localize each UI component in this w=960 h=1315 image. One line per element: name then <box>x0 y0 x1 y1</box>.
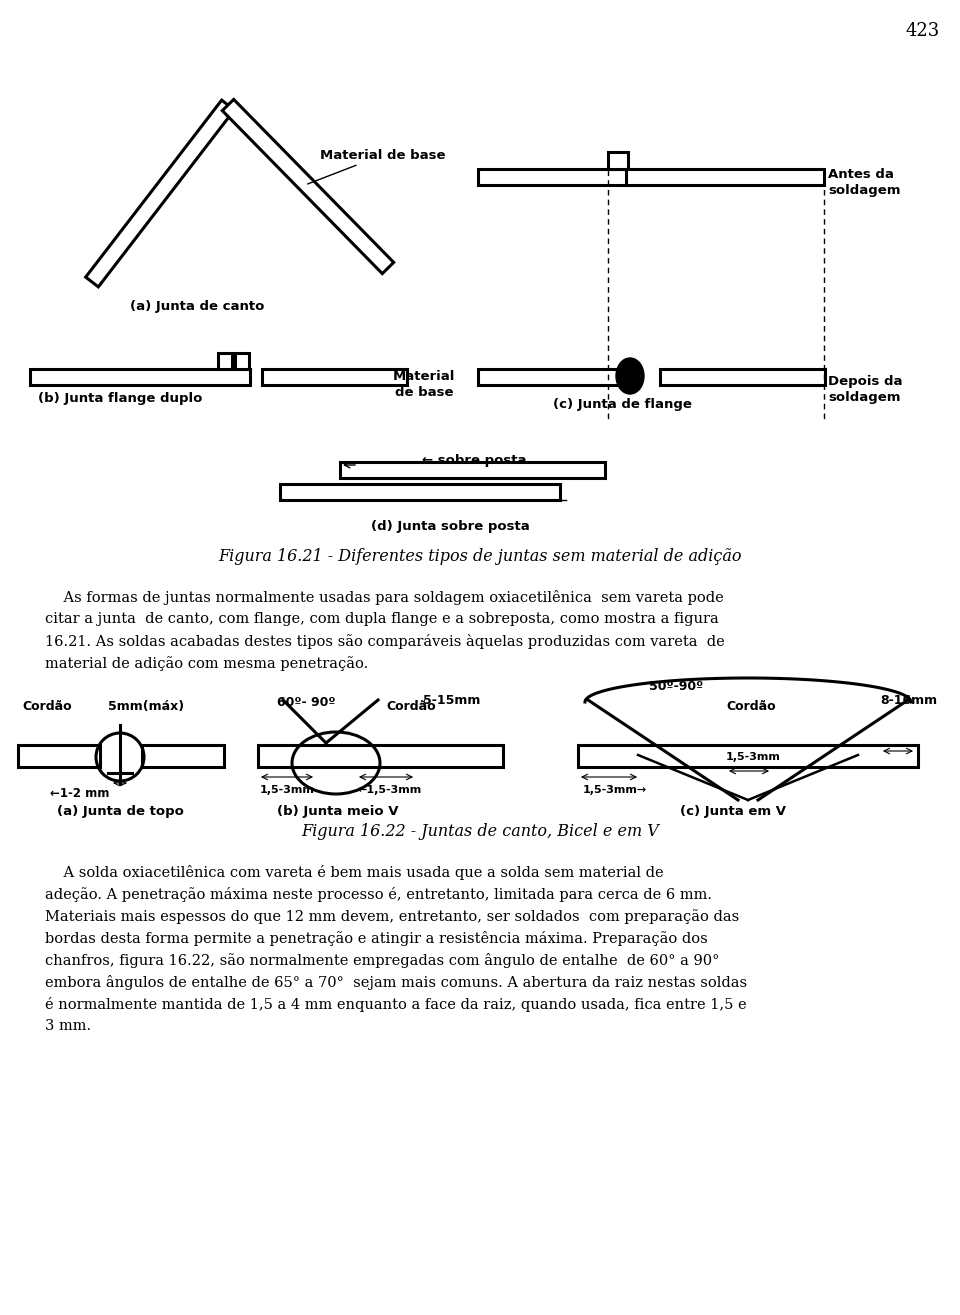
Text: bordas desta forma permite a penetração e atingir a resistência máxima. Preparaç: bordas desta forma permite a penetração … <box>45 931 708 945</box>
Text: (a) Junta de topo: (a) Junta de topo <box>57 805 183 818</box>
Text: As formas de juntas normalmente usadas para soldagem oxiacetilênica  sem vareta : As formas de juntas normalmente usadas p… <box>45 590 724 605</box>
Text: Antes da
soldagem: Antes da soldagem <box>828 168 900 197</box>
Text: (b) Junta meio V: (b) Junta meio V <box>277 805 398 818</box>
Text: ←1,5-3mm: ←1,5-3mm <box>358 785 422 796</box>
Text: ← sobre posta: ← sobre posta <box>422 454 526 467</box>
Text: Depois da
soldagem: Depois da soldagem <box>828 375 902 404</box>
Text: ←1-2 mm: ←1-2 mm <box>50 786 109 800</box>
Text: adeção. A penetração máxima neste processo é, entretanto, limitada para cerca de: adeção. A penetração máxima neste proces… <box>45 888 712 902</box>
Text: Material de base: Material de base <box>307 149 445 184</box>
Text: 5mm(máx): 5mm(máx) <box>108 700 184 713</box>
Text: 50º-90º: 50º-90º <box>649 680 703 693</box>
Text: Materiais mais espessos do que 12 mm devem, entretanto, ser soldados  com prepar: Materiais mais espessos do que 12 mm dev… <box>45 909 739 924</box>
Bar <box>262 370 407 385</box>
Text: Cordão: Cordão <box>726 700 776 713</box>
Bar <box>478 170 633 185</box>
Bar <box>626 170 824 185</box>
Text: material de adição com mesma penetração.: material de adição com mesma penetração. <box>45 656 369 671</box>
Text: chanfros, figura 16.22, são normalmente empregadas com ângulo de entalhe  de 60°: chanfros, figura 16.22, são normalmente … <box>45 953 719 968</box>
Text: 1,5-3mm: 1,5-3mm <box>260 785 315 796</box>
Bar <box>18 746 100 767</box>
Bar <box>340 462 605 477</box>
Text: (c) Junta de flange: (c) Junta de flange <box>553 398 691 412</box>
Bar <box>478 370 633 385</box>
Bar <box>660 370 825 385</box>
Text: 16.21. As soldas acabadas destes tipos são comparáveis àquelas produzidas com va: 16.21. As soldas acabadas destes tipos s… <box>45 634 725 650</box>
Text: Figura 16.21 - Diferentes tipos de juntas sem material de adição: Figura 16.21 - Diferentes tipos de junta… <box>218 548 742 565</box>
Text: A solda oxiacetilênica com vareta é bem mais usada que a solda sem material de: A solda oxiacetilênica com vareta é bem … <box>45 865 663 880</box>
Text: (b) Junta flange duplo: (b) Junta flange duplo <box>38 392 203 405</box>
Text: 423: 423 <box>905 22 939 39</box>
Text: Cordão: Cordão <box>386 700 436 713</box>
Text: (a) Junta de canto: (a) Junta de canto <box>130 300 264 313</box>
Bar <box>258 746 503 767</box>
Text: 8-16mm: 8-16mm <box>880 694 937 707</box>
Bar <box>30 370 250 385</box>
Text: 3 mm.: 3 mm. <box>45 1019 91 1034</box>
Ellipse shape <box>616 358 644 394</box>
Text: é normalmente mantida de 1,5 a 4 mm enquanto a face da raiz, quando usada, fica : é normalmente mantida de 1,5 a 4 mm enqu… <box>45 997 747 1013</box>
Text: 1,5-3mm→: 1,5-3mm→ <box>583 785 647 796</box>
Text: 60º- 90º: 60º- 90º <box>276 696 335 709</box>
Text: Material
de base: Material de base <box>393 370 455 398</box>
Bar <box>218 352 232 370</box>
Text: (c) Junta em V: (c) Junta em V <box>680 805 786 818</box>
Bar <box>608 153 628 170</box>
Bar <box>235 352 249 370</box>
Text: citar a junta  de canto, com flange, com dupla flange e a sobreposta, como mostr: citar a junta de canto, com flange, com … <box>45 611 719 626</box>
Text: (d) Junta sobre posta: (d) Junta sobre posta <box>371 519 529 533</box>
Text: 1,5-3mm: 1,5-3mm <box>726 752 780 761</box>
Polygon shape <box>223 100 394 274</box>
Text: embora ângulos de entalhe de 65° a 70°  sejam mais comuns. A abertura da raiz ne: embora ângulos de entalhe de 65° a 70° s… <box>45 974 747 990</box>
Polygon shape <box>85 100 234 287</box>
Text: Cordão: Cordão <box>22 700 72 713</box>
Bar <box>578 746 918 767</box>
Bar <box>142 746 224 767</box>
Bar <box>280 484 560 500</box>
Text: Figura 16.22 - Juntas de canto, Bicel e em V: Figura 16.22 - Juntas de canto, Bicel e … <box>301 823 659 840</box>
Text: 5-15mm: 5-15mm <box>423 694 480 707</box>
